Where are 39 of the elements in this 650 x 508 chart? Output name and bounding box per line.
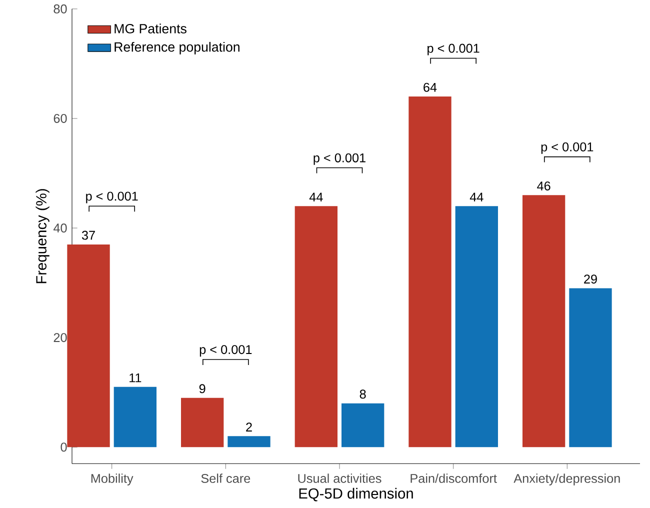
bar	[455, 206, 498, 448]
annotation: p < 0.001	[541, 142, 594, 154]
y-tick-label: 20	[54, 333, 67, 342]
bar	[408, 96, 452, 448]
annotation: p < 0.001	[314, 154, 366, 166]
data-label: 46	[537, 182, 550, 191]
x-tick-label: Mobility	[91, 474, 134, 486]
bar	[67, 244, 110, 448]
bar	[294, 206, 338, 448]
bar	[569, 288, 612, 448]
data-label: 9	[199, 384, 206, 394]
y-tick-label: 80	[54, 4, 67, 14]
x-tick-label: Self care	[201, 474, 250, 484]
annotation: p < 0.001	[200, 345, 252, 357]
data-label: 2	[246, 422, 252, 432]
x-tick-label: Pain/discomfort	[410, 474, 497, 484]
annotation: p < 0.001	[428, 44, 480, 56]
bar	[342, 404, 384, 448]
bar	[114, 387, 157, 448]
annotation: p < 0.001	[86, 192, 138, 204]
x-axis-title: EQ-5D dimension	[299, 488, 413, 502]
legend-label: Reference population	[114, 42, 240, 55]
bar	[228, 436, 270, 448]
data-label: 44	[470, 192, 484, 202]
y-tick-label: 40	[54, 224, 67, 233]
data-label: 11	[130, 374, 142, 382]
data-label: 8	[360, 390, 366, 399]
y-tick-label: 60	[54, 114, 67, 124]
x-tick-label: Anxiety/depression	[514, 474, 620, 486]
y-tick-label: 0	[60, 442, 67, 452]
data-label: 29	[584, 274, 597, 284]
data-label: 64	[424, 83, 437, 92]
bar	[181, 398, 224, 448]
y-axis-title: Frequency (%)	[36, 189, 50, 284]
legend-label: MG Patients	[114, 24, 186, 34]
x-tick-label: Usual activities	[298, 474, 382, 484]
data-label: 44	[309, 192, 323, 202]
data-label: 37	[82, 230, 95, 240]
bar	[522, 195, 566, 448]
